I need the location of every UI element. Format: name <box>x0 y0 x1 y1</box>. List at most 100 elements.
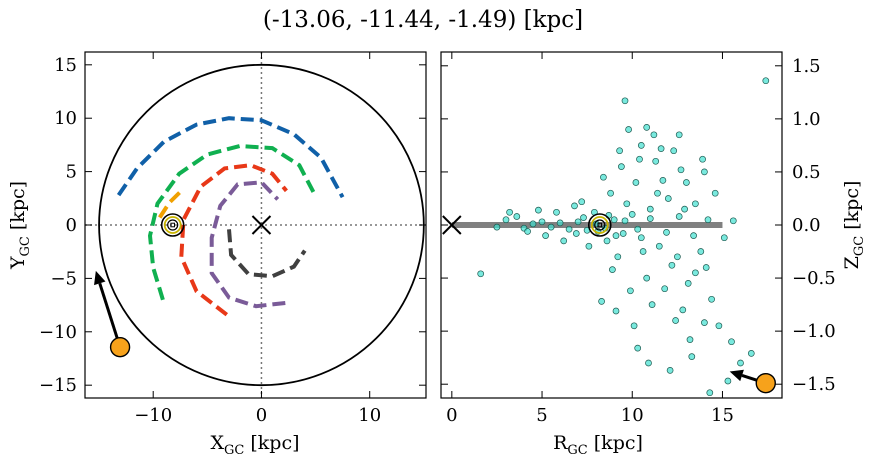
xy-xtick-label: 0 <box>256 405 267 426</box>
rz-sun-inner-ring <box>594 219 606 231</box>
rz-scatter-point <box>612 307 620 315</box>
rz-scatter-point <box>675 131 683 139</box>
xy-arrow-shaft <box>98 282 122 348</box>
rz-scatter-point <box>636 155 643 163</box>
rz-scatter-point <box>661 285 669 293</box>
rz-scatter-point <box>690 232 697 239</box>
rz-ytick-label: 0.5 <box>792 162 821 183</box>
rz-scatter-point <box>684 280 692 287</box>
rz-sun-dot <box>597 222 603 228</box>
rz-scatter-point <box>560 237 568 245</box>
rz-scatter-point <box>623 200 631 208</box>
rz-scatter-point <box>648 301 656 308</box>
xy-source-marker <box>109 336 131 358</box>
xy-arrow-head <box>94 270 106 286</box>
rz-ytick-label: 1.5 <box>792 56 821 77</box>
rz-scatter-point <box>572 230 580 237</box>
rz-scatter-point <box>634 344 642 352</box>
rz-scatter-point <box>524 228 531 235</box>
rz-scatter-point <box>664 195 672 202</box>
rz-scatter-point <box>630 322 638 330</box>
rz-ytick-label: −0.5 <box>792 268 836 289</box>
rz-scatter-point <box>646 215 654 222</box>
rz-scatter-point <box>637 142 645 149</box>
x-axis-label: XGC [kpc] <box>210 432 299 458</box>
rz-scatter-point <box>688 353 696 360</box>
rz-scatter-point <box>535 206 542 214</box>
rz-scatter-point <box>683 179 690 186</box>
rz-scatter-point <box>686 336 694 343</box>
xy-ytick-label: 0 <box>66 215 77 236</box>
xy-series-line-3 <box>179 163 288 317</box>
rz-scatter-point <box>699 155 706 163</box>
xy-series-line-2 <box>158 188 184 219</box>
rz-panel: 0 5 10 15 −1.5 −1.0 −0.5 0.0 0.5 1.0 1.5 RGC [kpc]… <box>440 51 867 458</box>
rz-scatter-point <box>675 213 683 220</box>
rz-scatter-point <box>556 219 564 227</box>
rz-scatter-point <box>600 173 607 181</box>
rz-axes: 0 5 10 15 −1.5 −1.0 −0.5 0.0 0.5 1.0 1.5 <box>441 52 836 426</box>
rz-scatter-point <box>657 145 665 152</box>
xy-xtick-label: −10 <box>134 405 172 426</box>
rz-scatter-point <box>697 248 705 255</box>
rz-scatter-point <box>711 189 719 197</box>
rz-scatter-point <box>598 298 605 305</box>
rz-scatter-point <box>659 177 667 184</box>
rz-scatter-point <box>506 208 513 216</box>
rz-scatter-point <box>679 306 687 314</box>
rz-scatter-point <box>674 253 681 261</box>
rz-scatter-point <box>637 234 645 242</box>
rz-scatter-point <box>553 208 560 216</box>
rz-scatter-point <box>614 253 622 261</box>
rz-xtick-label: 5 <box>536 405 547 426</box>
rz-scatter-point <box>547 223 555 231</box>
rz-xtick-label: 0 <box>446 405 457 426</box>
rz-scatter-point <box>762 77 770 85</box>
rz-scatter-point <box>628 211 636 218</box>
rz-plot-area <box>442 77 776 397</box>
rz-scatter-point <box>692 200 699 208</box>
xy-ytick-label: 15 <box>54 55 77 76</box>
xy-sun-inner-ring <box>167 219 179 231</box>
rz-scatter-point <box>639 248 647 255</box>
rz-scatter-point <box>704 216 712 224</box>
xy-series-line-5 <box>227 229 307 279</box>
y-axis-label: YGC [kpc] <box>7 181 33 270</box>
rz-ytick-label: −1.5 <box>792 374 836 395</box>
rz-scatter-point <box>580 214 587 221</box>
rz-gc-cross-b <box>442 215 462 235</box>
rz-scatter-point <box>654 189 661 197</box>
rz-scatter-point <box>477 270 485 278</box>
xy-ytick-label: −5 <box>50 268 77 289</box>
rz-scatter-point <box>737 359 744 367</box>
rz-scatter-point <box>655 242 663 250</box>
rz-scatter-point <box>585 242 593 250</box>
rz-scatter-point <box>715 322 723 330</box>
xy-ytick-label: 10 <box>54 108 77 129</box>
rz-scatter-point <box>702 264 710 271</box>
rz-scatter-point <box>670 147 678 155</box>
rz-scatter-point <box>701 168 708 176</box>
rz-scatter-point <box>574 218 582 226</box>
z-axis-label: ZGC [kpc] <box>841 181 867 270</box>
rz-scatter-point <box>652 157 660 165</box>
rz-scatter-point <box>632 179 640 186</box>
r-axis-label: RGC [kpc] <box>553 432 643 458</box>
rz-scatter-point <box>621 97 629 105</box>
rz-scatter-point <box>621 217 629 225</box>
rz-scatter-point <box>538 218 546 226</box>
xy-sun-dot <box>170 222 175 228</box>
rz-scatter-point <box>619 230 627 237</box>
rz-scatter-point <box>513 213 521 220</box>
figure-title: (-13.06, -11.44, -1.49) [kpc] <box>263 7 583 33</box>
rz-scatter-point <box>729 217 737 225</box>
rz-scatter-point <box>607 189 614 197</box>
rz-scatter-point <box>634 225 642 233</box>
rz-sun-yellow-ring <box>590 216 609 234</box>
rz-scatter-point <box>643 274 651 282</box>
rz-source-marker <box>755 372 776 394</box>
rz-scatter-point <box>646 205 654 213</box>
rz-scatter-point <box>728 338 735 346</box>
rz-scatter-point <box>643 124 651 131</box>
